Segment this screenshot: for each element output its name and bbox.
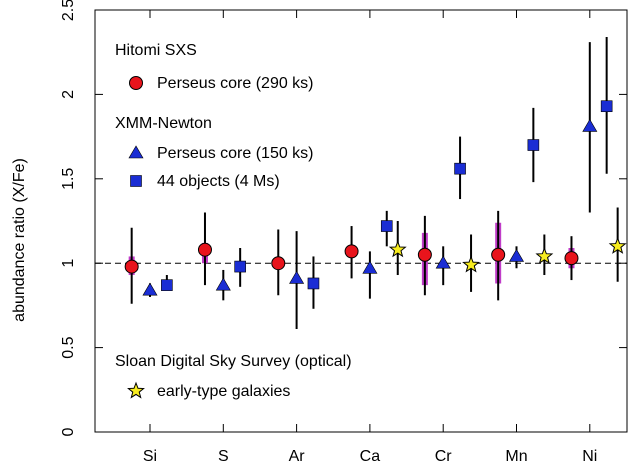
- legend-group-title: Hitomi SXS: [115, 42, 197, 59]
- perseus-core-150-ks-point: [362, 260, 378, 274]
- 44-objects-4-ms-point: [234, 260, 246, 273]
- perseus-core-290-ks-point: [417, 247, 432, 262]
- early-type-galaxies-point: [462, 255, 480, 273]
- perseus-core-150-ks-point: [582, 118, 598, 132]
- perseus-core-290-ks-point: [491, 247, 506, 262]
- legend-group-title: Sloan Digital Sky Survey (optical): [115, 353, 352, 370]
- legend-entry-label: 44 objects (4 Ms): [157, 173, 280, 190]
- legend: Hitomi SXS Perseus core (290 ks) XMM-Newto…: [115, 42, 352, 400]
- perseus-core-150-ks-point: [215, 277, 231, 291]
- x-tick-label: Si: [143, 448, 157, 465]
- data-marks: [124, 37, 627, 330]
- plot-frame: [94, 9, 628, 433]
- y-tick-label: 1.5: [60, 168, 77, 190]
- x-tick-label: Ar: [289, 448, 306, 465]
- early-type-galaxies-point: [535, 247, 554, 265]
- perseus-core-150-ks-point: [142, 282, 158, 296]
- early-type-galaxies-point: [388, 240, 407, 258]
- legend-group-title: XMM-Newton: [115, 115, 212, 132]
- legend-entry-label: Perseus core (290 ks): [157, 75, 314, 92]
- y-tick-label: 2.5: [60, 0, 77, 21]
- perseus-core-290-ks-point: [124, 259, 139, 274]
- 44-objects-4-ms-point: [307, 277, 320, 290]
- legend-entry-label: early-type galaxies: [157, 383, 290, 400]
- x-tick-label: Ca: [360, 448, 381, 465]
- y-tick-label: 2: [60, 90, 77, 99]
- y-axis-label: abundance ratio (X/Fe): [11, 158, 28, 322]
- perseus-core-290-ks-point: [564, 251, 579, 266]
- y-tick-label: 1: [60, 259, 77, 268]
- 44-objects-4-ms-point: [161, 279, 173, 291]
- x-tick-label: Mn: [505, 448, 527, 465]
- y-tick-label: 0: [60, 427, 77, 436]
- early-type-galaxies-point: [608, 236, 627, 254]
- perseus-core-290-ks-point: [271, 256, 286, 271]
- legend-marker-circle: [129, 76, 143, 90]
- x-tick-label: Ni: [582, 448, 597, 465]
- 44-objects-4-ms-point: [527, 139, 540, 151]
- 44-objects-4-ms-point: [600, 100, 613, 113]
- x-tick-label: S: [218, 448, 229, 465]
- legend-marker-triangle: [128, 145, 144, 159]
- legend-marker-star: [127, 381, 145, 399]
- legend-entry-label: Perseus core (150 ks): [157, 145, 314, 162]
- y-tick-label: 0.5: [60, 336, 77, 358]
- perseus-core-150-ks-point: [435, 255, 451, 269]
- x-tick-label: Cr: [435, 448, 453, 465]
- legend-marker-square: [130, 175, 142, 187]
- 44-objects-4-ms-point: [454, 162, 466, 175]
- perseus-core-150-ks-point: [289, 270, 305, 284]
- perseus-core-290-ks-point: [344, 244, 359, 259]
- axis-ticks: 0 0.5 1 1.5 2 2.5 Si S Ar Ca Cr Mn Ni: [60, 0, 627, 465]
- perseus-core-290-ks-point: [197, 242, 212, 257]
- 44-objects-4-ms-point: [380, 220, 393, 232]
- perseus-core-150-ks-point: [508, 248, 525, 262]
